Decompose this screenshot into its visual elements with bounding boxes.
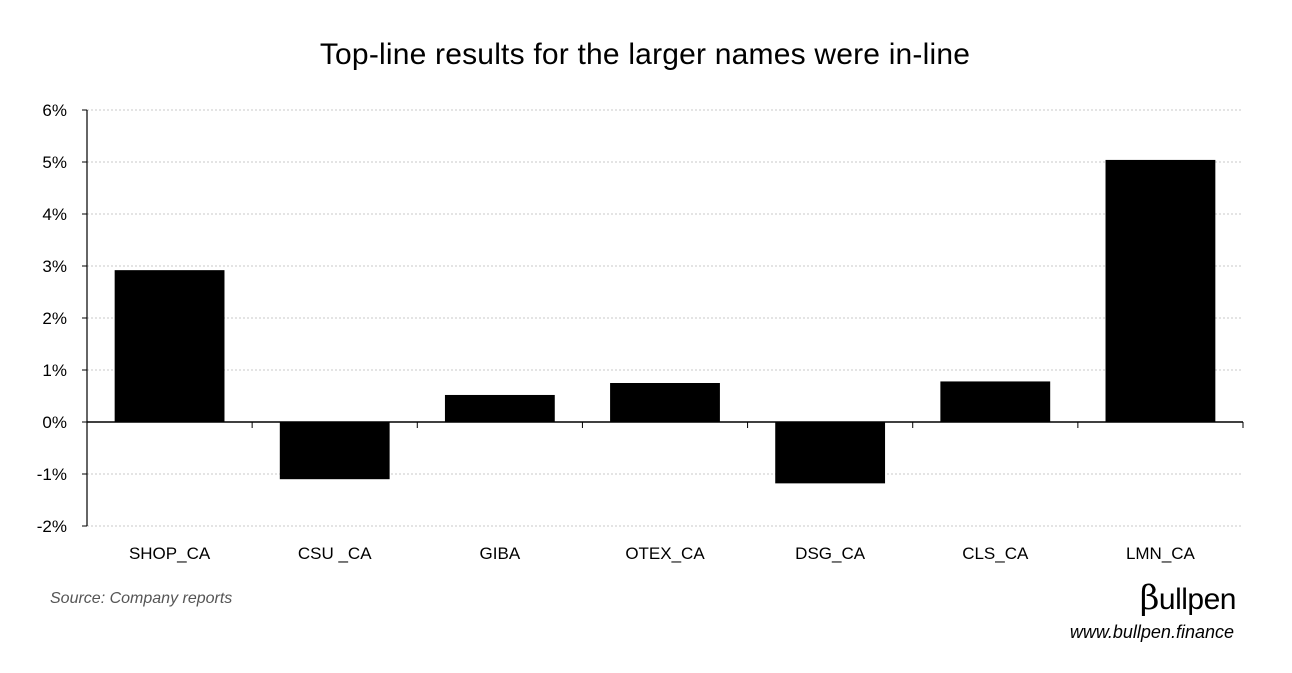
y-tick-label: 2%: [42, 309, 67, 328]
y-tick-label: 1%: [42, 361, 67, 380]
x-tick-label: CLS_CA: [962, 544, 1029, 563]
source-note: Source: Company reports: [50, 590, 233, 607]
bar: [279, 422, 390, 480]
bar: [610, 383, 720, 422]
y-tick-label: -1%: [37, 465, 67, 484]
chart-title: Top-line results for the larger names we…: [319, 38, 971, 71]
x-tick-label: GIBA: [480, 544, 521, 563]
y-tick-label: 3%: [42, 257, 67, 276]
x-tick-label: OTEX_CA: [625, 544, 705, 563]
y-tick-label: 0%: [42, 413, 67, 432]
axis-labels: 6% 5% 4% 3% 2% 1% 0% -1% -2% SHOP_CA CSU _CA GIBA OT…: [37, 101, 1196, 563]
x-tick-label: DSG_CA: [795, 544, 866, 563]
beta-logo-icon: β: [1139, 578, 1160, 618]
gridlines: [87, 109, 1243, 527]
bar: [1105, 159, 1216, 423]
bar: [775, 422, 886, 484]
x-tick-label: SHOP_CA: [129, 544, 211, 563]
x-tick-label: LMN_CA: [1126, 544, 1196, 563]
bar: [444, 394, 555, 422]
y-tick-label: 6%: [42, 101, 67, 120]
x-tick-label: CSU _CA: [298, 544, 372, 563]
bars: [114, 159, 1216, 484]
bar: [940, 381, 1051, 422]
y-tick-label: -2%: [37, 517, 67, 536]
brand-url: www.bullpen.finance: [1069, 622, 1234, 642]
bar: [114, 270, 225, 422]
brand-name: ullpen: [1158, 583, 1237, 616]
y-tick-label: 5%: [42, 153, 67, 172]
y-tick-label: 4%: [42, 205, 67, 224]
bullpen-logo: βullpen: [1110, 578, 1237, 618]
axes: [82, 109, 1244, 527]
